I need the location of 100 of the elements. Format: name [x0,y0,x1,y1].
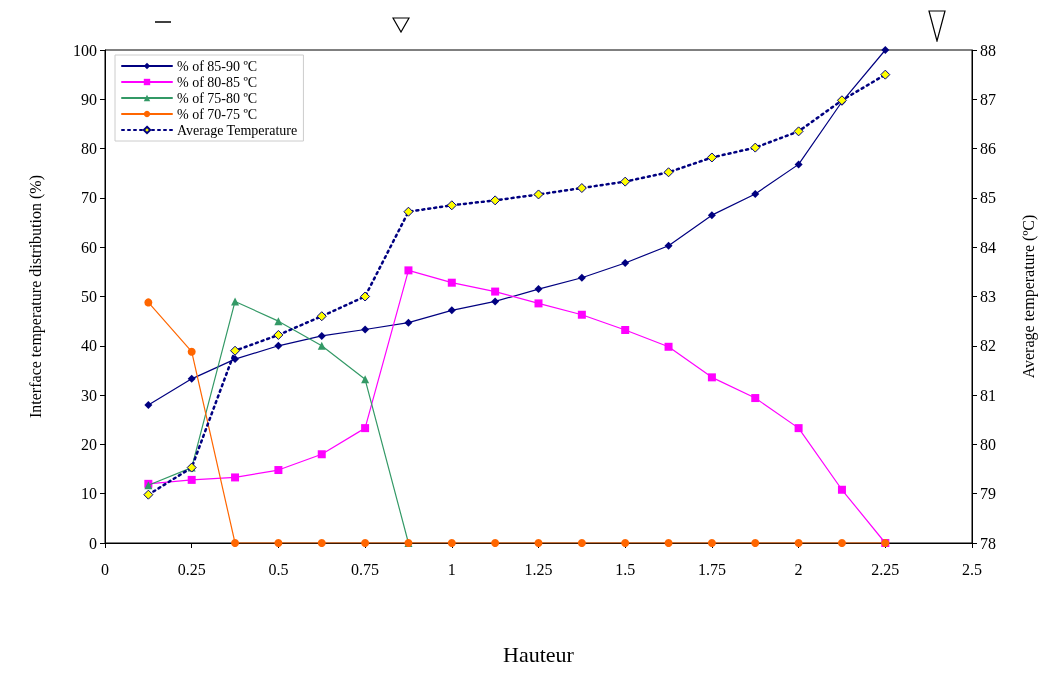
y2-tick-label: 78 [980,534,996,552]
point [231,473,240,482]
y2-tick-label: 83 [980,288,996,305]
y2-tick-label: 88 [980,41,996,59]
y-tick-label: 20 [81,435,97,453]
point [447,278,456,287]
point [187,475,196,484]
point [446,200,457,211]
x-tick-label: 0 [101,560,109,578]
point [360,291,371,302]
point [880,69,891,80]
point [751,539,760,547]
point [621,539,630,547]
y-axis-title: Interface temperature distribution (%) [26,175,45,418]
point [707,211,716,220]
y-tick-label: 0 [89,534,97,552]
point [317,331,326,340]
point [317,450,326,459]
point [447,539,456,547]
x-tick-label: 1 [447,560,456,578]
point [143,489,154,500]
point [231,539,240,547]
point [490,195,501,206]
point [534,539,543,547]
y-tick-label: 10 [81,485,97,503]
y-tick-label: 40 [81,337,97,355]
point [404,266,413,275]
y2-tick-label: 79 [980,485,996,503]
point [361,325,370,334]
point [577,273,586,282]
point [403,206,414,217]
point [577,310,586,319]
y-tick-label: 60 [81,238,97,256]
y2-tick-label: 82 [980,337,996,355]
x-tick-label: 0.5 [268,560,289,578]
point [794,539,803,547]
point [620,176,631,187]
point [491,297,500,306]
point [664,342,673,351]
x-tick-label: 1.75 [697,560,726,578]
y2-tick-label: 81 [980,386,996,404]
y-tick-label: 30 [81,386,97,404]
point [230,345,241,356]
point [750,142,761,153]
y-tick-label: 90 [81,90,97,108]
point [274,341,283,350]
point [361,424,370,433]
point [621,258,630,267]
point [794,424,803,433]
x-tick-label: 0.75 [351,560,380,578]
point [447,306,456,315]
x-tick-label: 1.5 [615,560,636,578]
point [837,485,846,494]
y2-tick-label: 86 [980,140,996,158]
point [273,329,284,340]
y2-tick-label: 80 [980,435,996,453]
x-tick-label: 2.25 [871,560,900,578]
legend-label: Average Temperature [177,122,298,138]
point [144,400,153,409]
point [664,241,673,250]
legend-label: % of 75-80 ºC [177,90,258,106]
point [361,539,370,547]
point [793,126,804,137]
point [317,341,326,350]
point [187,374,196,383]
x-axis-title: Hauteur [503,641,575,667]
point [794,160,803,169]
point [663,167,674,178]
point [534,299,543,308]
x-tick-label: 0.25 [177,560,206,578]
point [751,394,760,403]
point [577,539,586,547]
y-tick-label: 70 [81,189,97,207]
y-tick-label: 80 [81,140,97,158]
point [187,347,196,356]
point [533,189,544,200]
x-tick-label: 2.5 [962,560,982,578]
point [707,539,716,547]
point [317,539,326,547]
point [837,539,846,547]
point [491,287,500,296]
y2-axis-title: Average temperature (ºC) [1019,214,1038,379]
y2-tick-label: 87 [980,90,996,108]
point [534,285,543,294]
point [274,317,283,326]
point [751,189,760,198]
point [491,539,500,547]
point [881,46,890,54]
point [621,326,630,335]
point [144,298,153,307]
y-tick-label: 100 [73,41,97,59]
point [706,152,717,163]
legend-label: % of 80-85 ºC [177,74,258,90]
legend-label: % of 85-90 ºC [177,58,258,74]
point [664,539,673,547]
point [274,466,283,475]
point [576,183,587,194]
point [316,311,327,322]
legend-label: % of 70-75 ºC [177,106,258,122]
point [707,373,716,382]
